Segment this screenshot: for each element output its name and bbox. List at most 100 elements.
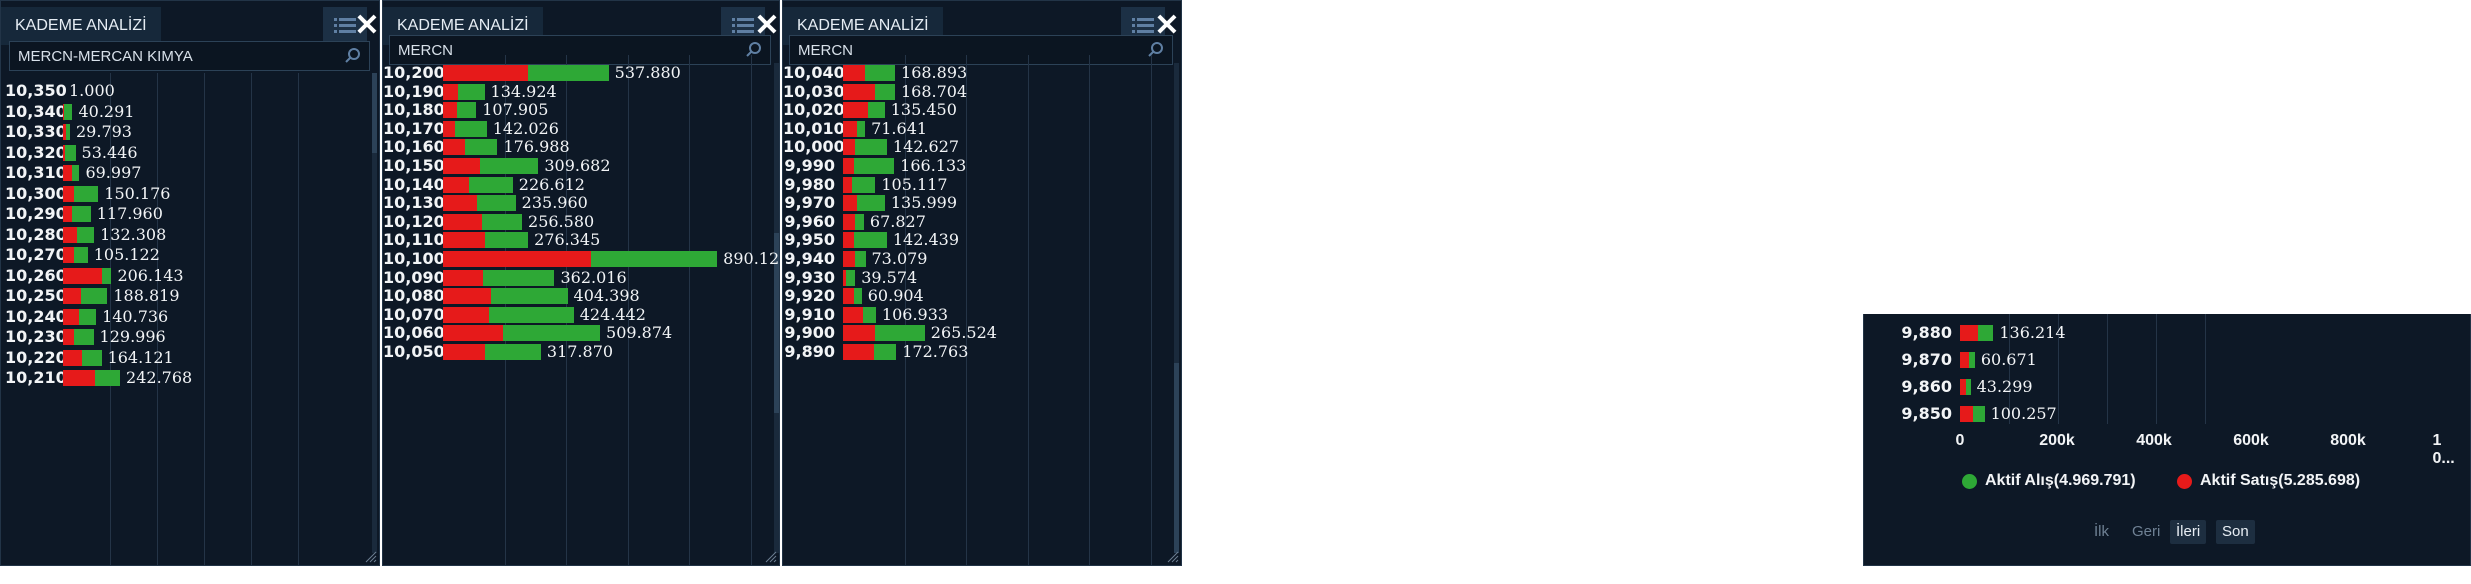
volume-bar[interactable]	[443, 158, 539, 174]
volume-bar[interactable]	[63, 370, 121, 386]
volume-bar[interactable]	[843, 195, 885, 212]
volume-bar[interactable]	[63, 329, 94, 345]
close-icon[interactable]: ✕	[354, 9, 380, 42]
search-icon[interactable]	[345, 48, 361, 64]
volume-bar[interactable]	[843, 232, 887, 249]
price-level: 10,160	[383, 137, 445, 157]
scrollbar[interactable]	[774, 63, 779, 553]
gridline	[110, 73, 111, 565]
volume-bar[interactable]	[63, 185, 99, 202]
volume-bar[interactable]	[843, 158, 895, 174]
volume-bar[interactable]	[843, 269, 856, 286]
price-level: 10,250	[5, 286, 67, 305]
price-level: 9,960	[784, 211, 835, 231]
buy-segment	[484, 344, 541, 360]
sell-segment	[443, 176, 470, 193]
volume-label: 135.450	[890, 100, 957, 120]
volume-bar[interactable]	[843, 65, 895, 81]
search-input[interactable]	[790, 36, 1172, 64]
volume-bar[interactable]	[443, 213, 523, 230]
volume-bar[interactable]	[63, 247, 88, 263]
volume-bar[interactable]	[63, 288, 108, 304]
volume-bar[interactable]	[843, 325, 925, 342]
volume-bar[interactable]	[63, 103, 73, 120]
volume-label: 509.874	[606, 323, 673, 343]
scrollbar-thumb[interactable]	[372, 73, 377, 153]
price-level: 10,070	[383, 304, 445, 324]
volume-bar[interactable]	[63, 206, 91, 222]
scrollbar[interactable]	[1174, 63, 1179, 553]
volume-bar[interactable]	[1960, 325, 1994, 341]
buy-segment	[1978, 325, 1994, 341]
scrollbar-thumb[interactable]	[774, 233, 779, 413]
volume-bar[interactable]	[843, 120, 866, 137]
volume-bar[interactable]	[1960, 352, 1975, 368]
volume-bar[interactable]	[443, 83, 485, 100]
volume-bar[interactable]	[63, 144, 76, 161]
legend-sell-swatch	[2177, 473, 2192, 489]
volume-bar[interactable]	[63, 267, 112, 284]
volume-bar[interactable]	[1960, 406, 1985, 422]
volume-bar[interactable]	[843, 176, 876, 193]
volume-bar[interactable]	[443, 139, 498, 156]
buy-segment	[590, 251, 718, 267]
pager-last[interactable]: Son	[2216, 520, 2255, 544]
volume-bar[interactable]	[1960, 379, 1971, 395]
volume-bar[interactable]	[443, 288, 568, 305]
volume-bar[interactable]	[843, 288, 862, 305]
volume-bar[interactable]	[443, 176, 513, 193]
sell-segment	[843, 213, 856, 230]
scrollbar-thumb[interactable]	[1174, 363, 1179, 553]
pager-prev[interactable]: Geri	[2132, 523, 2161, 540]
volume-bar[interactable]	[443, 65, 609, 81]
volume-bar[interactable]	[63, 124, 70, 140]
volume-bar[interactable]	[843, 213, 864, 230]
list-view-button[interactable]	[323, 7, 367, 45]
volume-bar[interactable]	[443, 251, 718, 267]
x-tick-label: 0	[1955, 432, 1965, 449]
buy-segment	[72, 206, 91, 222]
volume-bar[interactable]	[843, 83, 895, 100]
volume-bar[interactable]	[443, 344, 541, 360]
price-level: 10,230	[5, 327, 67, 346]
volume-bar[interactable]	[443, 269, 555, 286]
volume-bar[interactable]	[843, 139, 887, 156]
volume-bar[interactable]	[443, 325, 601, 342]
volume-bar[interactable]	[63, 308, 97, 325]
price-level: 10,100	[383, 249, 445, 268]
pager-first[interactable]: İlk	[2094, 523, 2109, 540]
volume-bar[interactable]	[443, 232, 529, 249]
scrollbar[interactable]	[372, 73, 377, 553]
buy-segment	[79, 308, 97, 325]
search-icon[interactable]	[746, 42, 762, 58]
search-input[interactable]	[390, 36, 770, 64]
volume-label: 168.893	[901, 63, 968, 82]
volume-bar[interactable]	[843, 102, 885, 119]
search-icon[interactable]	[1148, 42, 1164, 58]
volume-bar[interactable]	[63, 226, 95, 243]
volume-label: 140.736	[102, 306, 169, 326]
search-input[interactable]	[10, 42, 369, 70]
resize-handle-icon[interactable]	[1167, 551, 1179, 563]
volume-bar[interactable]	[63, 165, 80, 181]
panel-title: KADEME ANALİZİ	[1, 7, 161, 45]
gridline	[966, 55, 968, 565]
volume-bar[interactable]	[843, 251, 866, 267]
buy-segment	[853, 158, 895, 174]
volume-bar[interactable]	[443, 195, 516, 212]
volume-bar[interactable]	[443, 306, 574, 323]
resize-handle-icon[interactable]	[365, 551, 377, 563]
buy-segment	[503, 325, 601, 342]
volume-bar[interactable]	[443, 120, 487, 137]
resize-handle-icon[interactable]	[765, 551, 777, 563]
volume-bar[interactable]	[843, 306, 876, 323]
volume-bar[interactable]	[443, 102, 477, 119]
volume-label: 105.117	[881, 174, 948, 194]
volume-label: 60.671	[1980, 350, 2037, 369]
gridline	[627, 55, 629, 565]
pager-next[interactable]: İleri	[2170, 520, 2207, 544]
volume-bar[interactable]	[63, 349, 102, 366]
volume-label: 69.997	[85, 163, 142, 182]
volume-bar[interactable]	[843, 344, 897, 360]
volume-label: 168.704	[900, 81, 968, 101]
